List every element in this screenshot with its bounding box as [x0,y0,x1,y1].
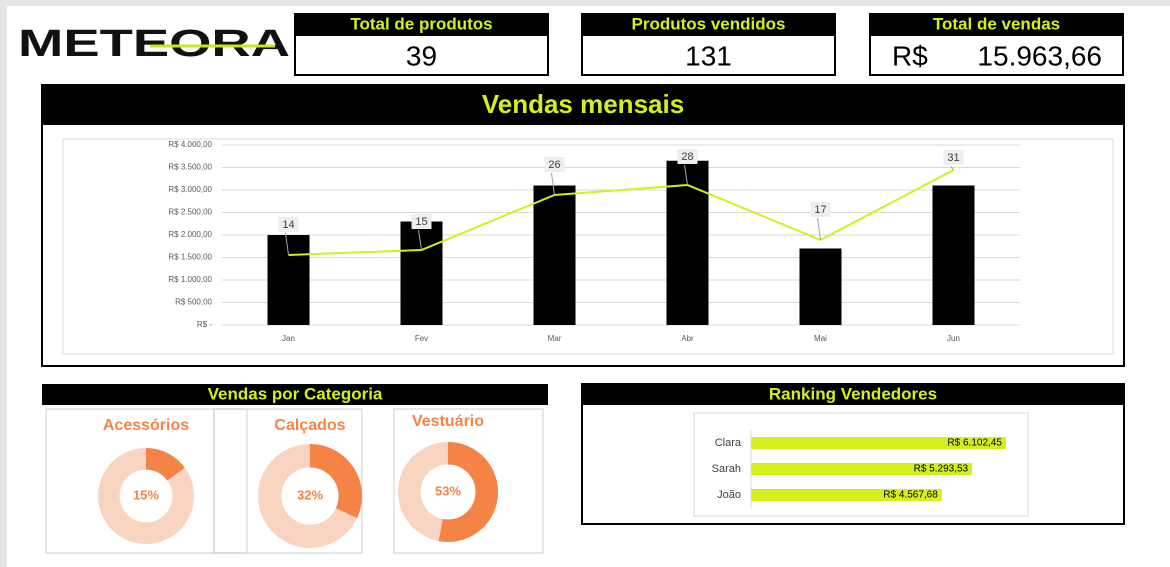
ranking-header [582,384,1124,405]
sheet-row-header [0,0,7,567]
x-tick-label: Mai [814,334,827,343]
kpi-header [295,14,548,36]
y-tick-label: R$ 1.000,00 [168,275,212,284]
y-tick-label: R$ 3.500,00 [168,163,212,172]
y-tick-label: R$ 2.500,00 [168,208,212,217]
leader-line [285,232,289,256]
donut-slice [145,448,185,482]
sheet-header [0,0,1170,6]
chart-header [42,85,1124,125]
donut-label: 53% [435,483,461,498]
chart-title: Vendas mensais [482,89,684,119]
logo: METEORA [18,23,290,65]
leader-line [551,172,555,196]
kpi-label: Total de produtos [350,14,492,33]
leader-line [817,217,821,241]
data-label: 28 [681,151,693,163]
bar [751,489,942,501]
x-tick-label: Mar [548,334,562,343]
ranking-title: Ranking Vendedores [769,384,937,403]
data-label-bg [411,214,432,229]
data-label-bg [943,150,964,165]
x-tick-label: Fev [415,334,428,343]
data-label-bg [677,149,698,164]
data-label: 14 [282,219,294,231]
kpi-label: Produtos vendidos [632,14,786,33]
data-label: R$ 6.102,45 [947,438,1002,449]
kpi-header [870,14,1123,36]
bar [666,160,709,325]
section-title: Vendas por Categoria [208,384,383,403]
bar [267,235,310,325]
y-tick-label: R$ 2.000,00 [168,230,212,239]
kpi-value: 15.963,66 [977,40,1102,71]
line [288,169,954,256]
bar [799,248,842,325]
kpi-label: Total de vendas [933,14,1060,33]
kpi-value: 131 [685,40,732,71]
y-tick-label: R$ 1.500,00 [168,253,212,262]
leader-line [418,229,422,251]
data-label: 26 [548,159,560,171]
donut-label: 32% [297,487,323,502]
data-label-bg [544,157,565,172]
y-tick-label: R$ 3.000,00 [168,185,212,194]
section-header [42,384,548,405]
data-label-bg [810,202,831,217]
kpi-currency: R$ [892,40,928,71]
data-label-bg [278,217,299,232]
donut-slice [309,444,362,519]
donut-label: 15% [133,487,159,502]
x-tick-label: Jan [282,334,295,343]
bar [751,437,1006,449]
bar [932,185,975,325]
x-tick-label: Abr [681,334,694,343]
donut-title: Calçados [274,417,345,434]
category-label: João [717,489,741,501]
category-label: Sarah [712,463,741,475]
kpi-header [582,14,835,36]
data-label: 17 [814,204,826,216]
y-tick-label: R$ 500,00 [175,298,212,307]
data-label: 31 [947,152,959,164]
donut-title: Vestuário [412,413,484,430]
bar [751,463,973,475]
bar [533,185,576,325]
data-label: R$ 5.293,53 [914,464,969,475]
data-label: 15 [415,216,427,228]
leader-line [950,165,954,171]
kpi-value: 39 [406,40,437,71]
data-label: R$ 4.567,68 [883,490,938,501]
y-tick-label: R$ 4.000,00 [168,140,212,149]
donut-slice [438,442,498,542]
leader-line [684,164,688,186]
x-tick-label: Jun [947,334,960,343]
category-label: Clara [715,437,742,449]
donut-title: Acessórios [103,417,189,434]
y-tick-label: R$ - [197,320,212,329]
bar [400,221,443,325]
